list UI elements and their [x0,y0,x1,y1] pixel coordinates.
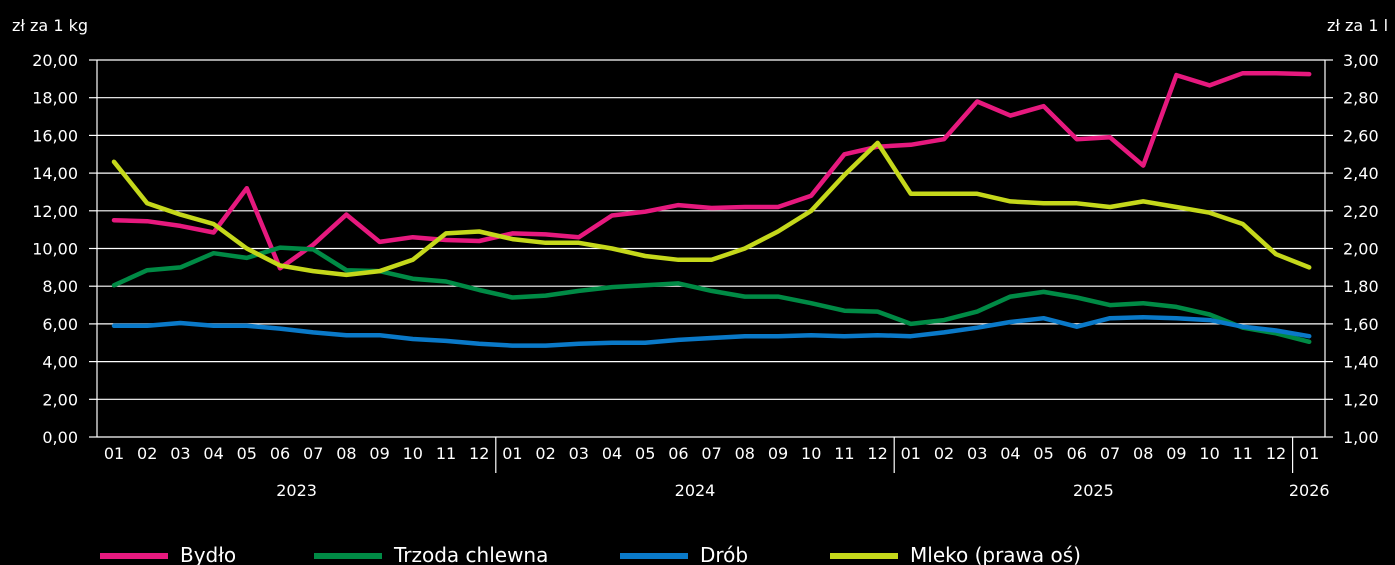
left-tick-label: 8,00 [42,277,78,296]
x-tick-label: 02 [535,444,555,463]
right-tick-label: 2,60 [1343,126,1379,145]
x-tick-label: 05 [1033,444,1053,463]
x-tick-label: 06 [668,444,688,463]
legend-label: Drób [700,543,748,565]
x-tick-label: 07 [1100,444,1120,463]
x-tick-label: 02 [137,444,157,463]
x-tick-label: 09 [768,444,788,463]
series-lines [111,70,1312,348]
x-tick-label: 05 [237,444,257,463]
x-axis-ticks: 01 02 03 04 05 06 07 08 09 10 11 12 01 02 03 04 05 06 07 08… [104,444,1320,463]
left-tick-label: 18,00 [32,89,78,108]
x-tick-label: 07 [303,444,323,463]
year-label: 2023 [276,481,317,500]
left-axis-ticks: 0,00 2,00 4,00 6,00 8,00 10,00 12,00 14,00 16,00… [32,51,78,447]
right-tick-label: 3,00 [1343,51,1379,70]
left-tick-label: 12,00 [32,202,78,221]
left-tick-label: 4,00 [42,353,78,372]
x-tick-label: 04 [602,444,622,463]
x-tick-label: 03 [967,444,987,463]
right-tick-label: 2,00 [1343,240,1379,259]
x-tick-label: 09 [369,444,389,463]
x-tick-label: 09 [1166,444,1186,463]
year-labels: 2023 2024 2025 2026 [276,437,1330,500]
x-tick-label: 03 [569,444,589,463]
series-line [111,140,1312,278]
right-tick-label: 1,40 [1343,353,1379,372]
series-line [111,315,1312,348]
right-tick-label: 2,40 [1343,164,1379,183]
right-tick-label: 2,20 [1343,202,1379,221]
x-tick-label: 04 [1000,444,1020,463]
x-tick-label: 10 [403,444,423,463]
right-tick-label: 1,00 [1343,428,1379,447]
x-tick-label: 01 [502,444,522,463]
x-tick-label: 11 [834,444,854,463]
x-tick-label: 10 [801,444,821,463]
right-axis-ticks: 1,00 1,20 1,40 1,60 1,80 2,00 2,20 2,40 2,60 2,80… [1343,51,1379,447]
year-label: 2025 [1073,481,1114,500]
x-tick-label: 12 [867,444,887,463]
x-tick-label: 11 [436,444,456,463]
year-label: 2024 [675,481,716,500]
right-tick-label: 1,80 [1343,277,1379,296]
x-tick-label: 06 [1067,444,1087,463]
x-tick-label: 08 [1133,444,1153,463]
left-tick-label: 2,00 [42,390,78,409]
x-tick-label: 07 [701,444,721,463]
x-tick-label: 02 [934,444,954,463]
x-tick-label: 05 [635,444,655,463]
right-tick-label: 1,60 [1343,315,1379,334]
left-tick-label: 20,00 [32,51,78,70]
x-tick-label: 08 [336,444,356,463]
x-tick-label: 01 [1299,444,1319,463]
right-axis-unit: zł za 1 l [1327,16,1388,35]
x-tick-label: 01 [104,444,124,463]
left-tick-label: 14,00 [32,164,78,183]
x-tick-label: 11 [1233,444,1253,463]
legend-label: Bydło [180,543,236,565]
right-tick-label: 2,80 [1343,89,1379,108]
x-tick-label: 12 [1266,444,1286,463]
x-tick-label: 03 [170,444,190,463]
x-tick-label: 04 [203,444,223,463]
x-tick-label: 08 [735,444,755,463]
x-tick-label: 06 [270,444,290,463]
left-tick-label: 0,00 [42,428,78,447]
left-tick-label: 16,00 [32,126,78,145]
left-tick-label: 10,00 [32,240,78,259]
x-tick-label: 10 [1199,444,1219,463]
gridlines [89,59,1333,438]
left-tick-label: 6,00 [42,315,78,334]
series-line [111,245,1312,345]
x-tick-label: 12 [469,444,489,463]
x-tick-label: 01 [901,444,921,463]
right-tick-label: 1,20 [1343,390,1379,409]
legend-label: Trzoda chlewna [393,543,548,565]
left-axis-unit: zł za 1 kg [12,16,88,35]
series-line [111,70,1312,271]
legend-label: Mleko (prawa oś) [910,543,1081,565]
legend: Bydło Trzoda chlewna Drób Mleko (prawa oś) [100,543,1081,565]
year-label: 2026 [1289,481,1330,500]
